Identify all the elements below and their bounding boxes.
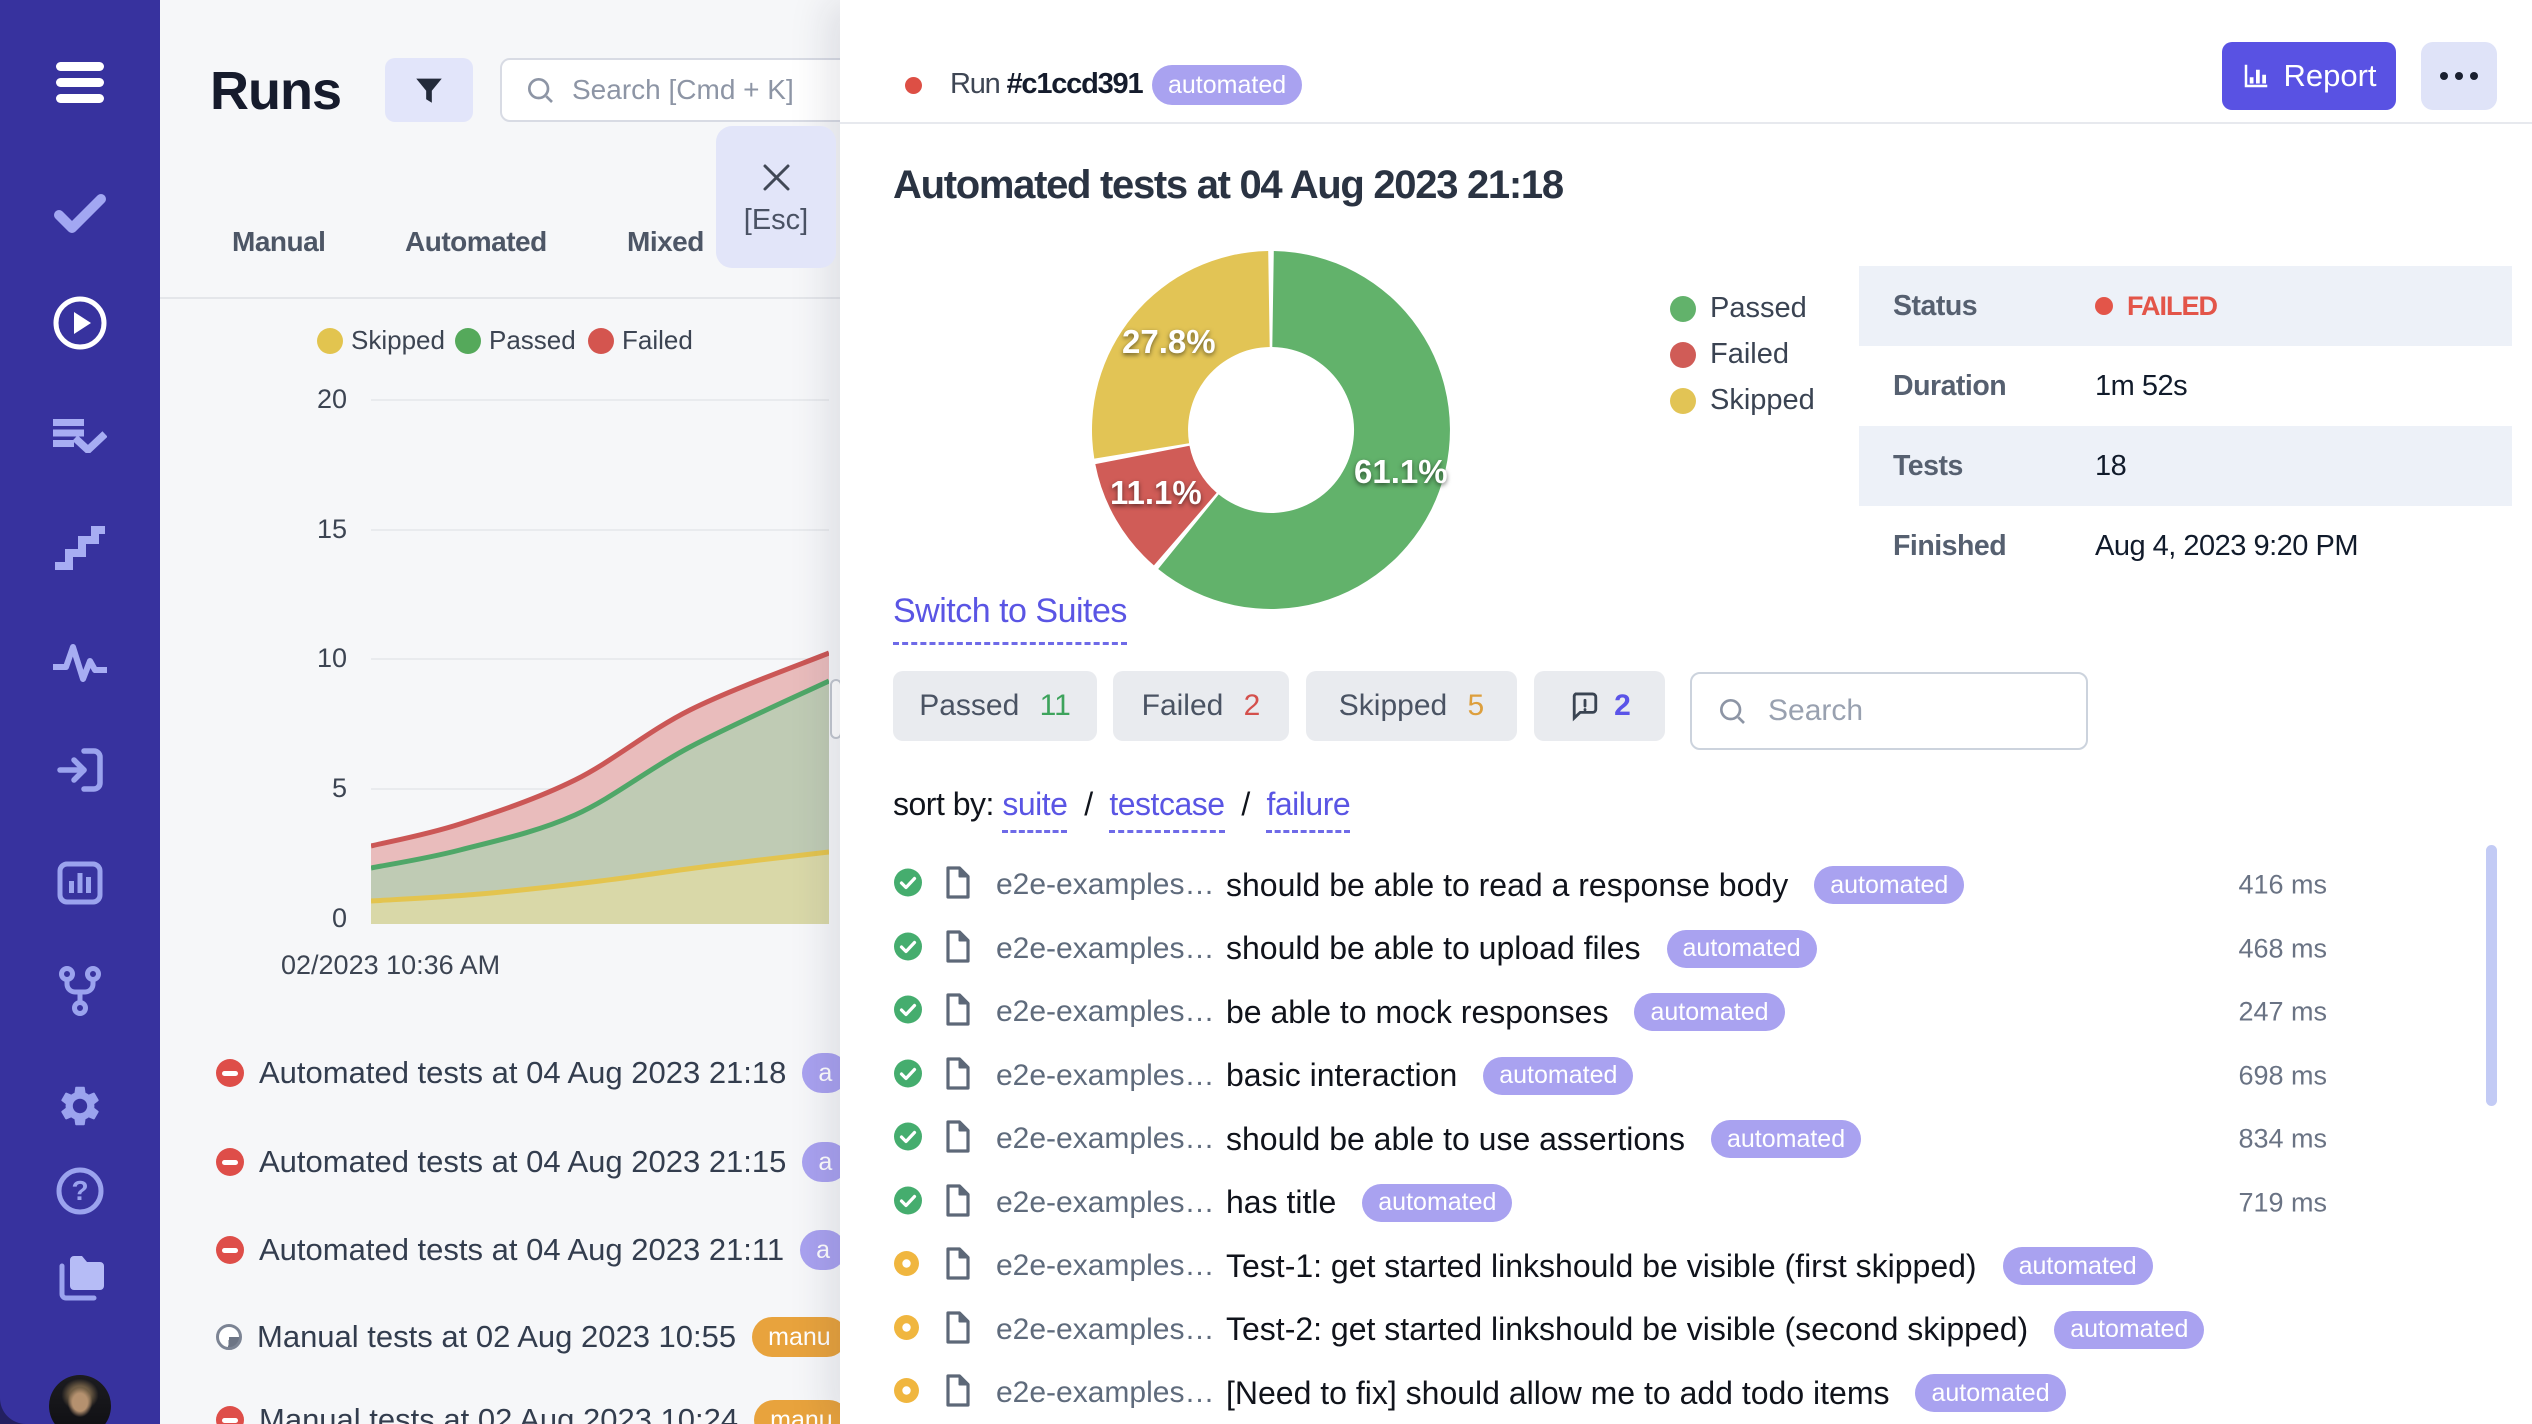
svg-text:?: ? xyxy=(71,1175,88,1206)
